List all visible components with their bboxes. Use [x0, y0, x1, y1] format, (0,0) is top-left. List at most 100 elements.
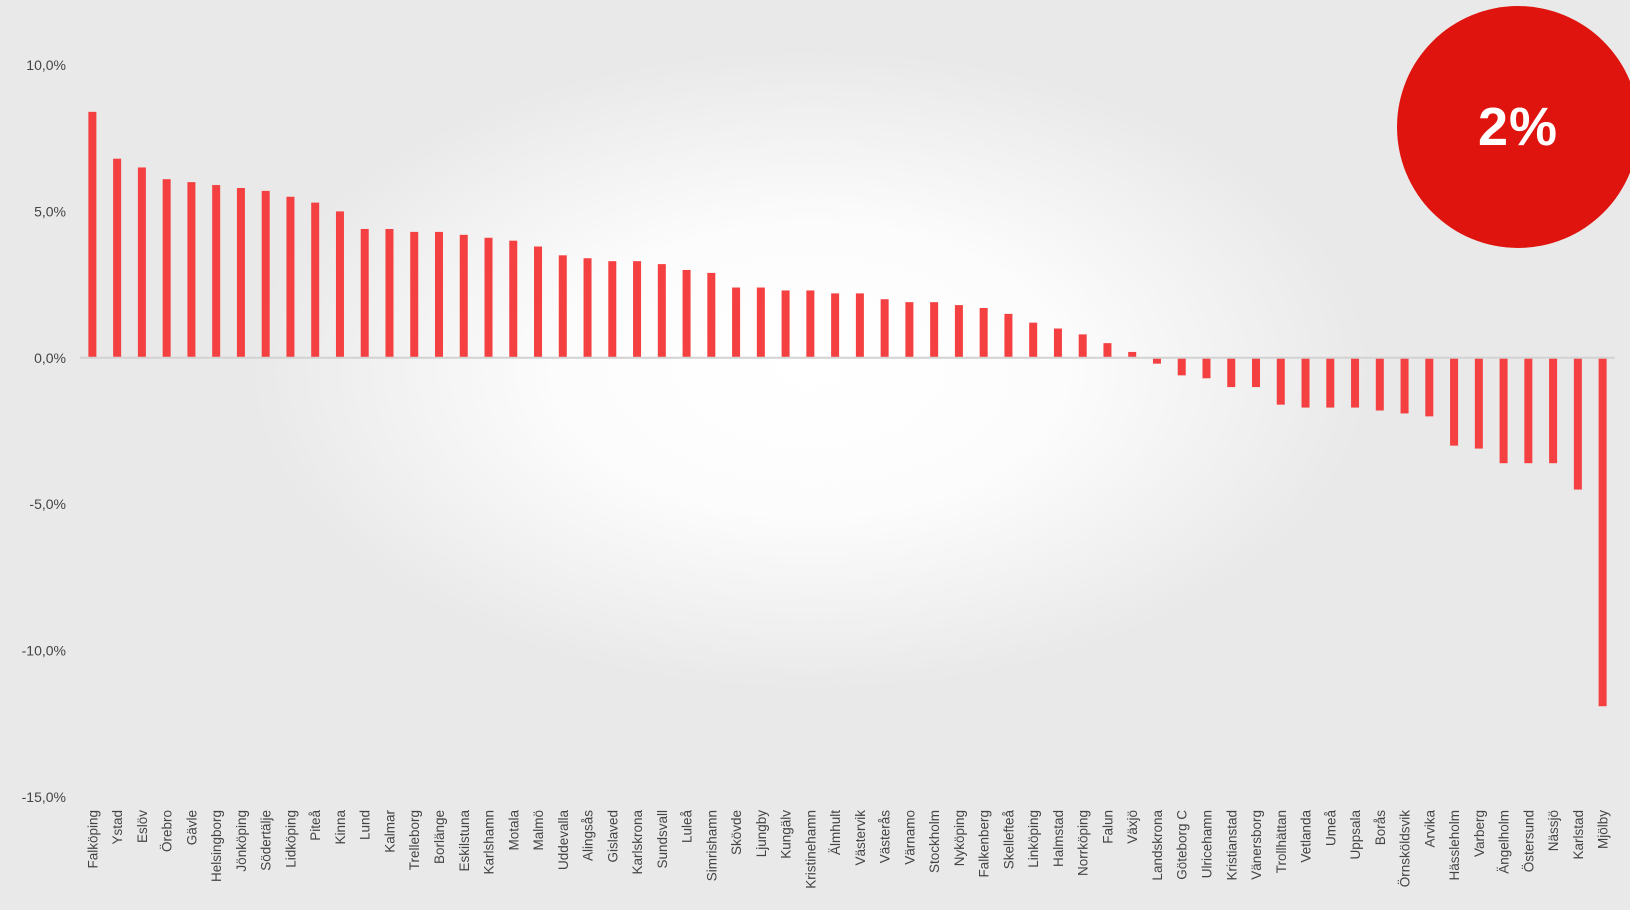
x-category-label: Jönköping — [234, 810, 249, 872]
x-category-label: Lidköping — [283, 810, 298, 868]
bar — [261, 190, 270, 358]
x-category-label: Landskrona — [1150, 810, 1165, 881]
x-category-label: Luleå — [680, 810, 695, 844]
bar — [707, 272, 716, 358]
bar — [954, 305, 963, 358]
x-category-label: Karlshamn — [482, 810, 497, 875]
x-category-label: Örnsköldsvik — [1398, 810, 1413, 888]
x-category-label: Eslöv — [135, 810, 150, 843]
y-tick-label: -10,0% — [22, 643, 66, 659]
bar — [1078, 334, 1087, 358]
x-category-label: Västervik — [853, 810, 868, 866]
x-category-label: Falköping — [85, 810, 100, 869]
bar — [732, 287, 741, 358]
x-category-label: Växjö — [1125, 810, 1140, 844]
bar — [806, 290, 815, 358]
bar — [311, 202, 320, 358]
bar — [1598, 357, 1607, 707]
x-category-label: Värnamo — [902, 810, 917, 865]
x-category-label: Uppsala — [1348, 810, 1363, 860]
bar — [534, 246, 543, 358]
x-category-label: Stockholm — [927, 810, 942, 873]
bar — [608, 261, 617, 358]
x-category-label: Borlänge — [432, 810, 447, 864]
bar — [1549, 357, 1558, 464]
x-category-label: Ljungby — [754, 810, 769, 858]
badge-text: 2% — [1477, 97, 1559, 157]
x-category-label: Kungälv — [779, 810, 794, 859]
x-category-label: Arvika — [1422, 810, 1437, 848]
bar — [1499, 357, 1508, 464]
x-category-label: Helsingborg — [209, 810, 224, 882]
x-category-label: Sundsvall — [655, 810, 670, 869]
bar — [1351, 357, 1360, 408]
x-category-label: Nässjö — [1546, 810, 1561, 851]
x-category-label: Simrishamn — [704, 810, 719, 881]
bars — [88, 111, 1607, 707]
x-category-label: Kalmar — [382, 810, 397, 853]
x-category-label: Södertälje — [259, 810, 274, 871]
bar — [583, 258, 592, 358]
bar — [434, 231, 443, 358]
bar — [880, 299, 889, 358]
x-category-label: Örebro — [160, 810, 175, 852]
x-category-label: Falkenberg — [977, 810, 992, 878]
x-category-label: Vänersborg — [1249, 810, 1264, 880]
x-category-label: Linköping — [1026, 810, 1041, 868]
bar — [756, 287, 765, 358]
bar — [1128, 351, 1137, 358]
x-category-label: Piteå — [308, 810, 323, 841]
x-category-label: Skellefteå — [1001, 810, 1016, 870]
x-category-label: Östersund — [1521, 810, 1536, 872]
x-category-label: Kristianstad — [1224, 810, 1239, 881]
x-category-label: Mjölby — [1596, 810, 1611, 849]
bar — [930, 302, 939, 358]
x-category-label: Lund — [358, 810, 373, 840]
x-category-label: Ystad — [110, 810, 125, 845]
bar — [162, 179, 171, 358]
bar — [360, 228, 369, 358]
y-axis-ticks: 10,0% 5,0% 0,0% -5,0% -10,0% -15,0% — [22, 57, 66, 805]
bar — [212, 185, 221, 358]
x-category-label: Kristinehamn — [803, 810, 818, 889]
bar — [286, 196, 295, 358]
x-category-label: Karlskrona — [630, 810, 645, 875]
y-tick-label: -5,0% — [29, 496, 66, 512]
x-category-label: Ängelholm — [1497, 810, 1512, 874]
x-category-label: Trelleborg — [407, 810, 422, 870]
x-category-label: Halmstad — [1051, 810, 1066, 867]
x-category-label: Gävle — [184, 810, 199, 845]
bar — [1474, 357, 1483, 449]
x-category-label: Varberg — [1472, 810, 1487, 857]
x-category-label: Ulricehamn — [1199, 810, 1214, 878]
bar — [1227, 357, 1236, 388]
x-category-label: Västerås — [878, 810, 893, 864]
bar — [1202, 357, 1211, 379]
bar — [1276, 357, 1285, 405]
bar — [1029, 322, 1038, 358]
y-tick-label: 10,0% — [26, 57, 66, 73]
x-category-label: Göteborg C — [1175, 810, 1190, 880]
bar — [1053, 328, 1062, 358]
bar — [88, 111, 97, 358]
bar — [385, 228, 394, 358]
bar — [855, 293, 864, 358]
bar — [1103, 343, 1112, 358]
bar — [831, 293, 840, 358]
x-category-label: Vetlanda — [1299, 810, 1314, 863]
bar — [979, 308, 988, 358]
bar — [657, 264, 666, 358]
bar — [1004, 313, 1013, 358]
bar — [633, 261, 642, 358]
percent-badge: 2% — [1397, 6, 1630, 248]
y-tick-label: 5,0% — [34, 203, 66, 219]
x-category-label: Uddevalla — [556, 810, 571, 871]
x-category-label: Motala — [506, 810, 521, 851]
x-category-label: Borås — [1373, 810, 1388, 846]
x-category-label: Kinna — [333, 810, 348, 845]
bar — [1301, 357, 1310, 408]
y-tick-label: 0,0% — [34, 350, 66, 366]
x-category-label: Malmö — [531, 810, 546, 851]
x-category-label: Norrköping — [1076, 810, 1091, 876]
